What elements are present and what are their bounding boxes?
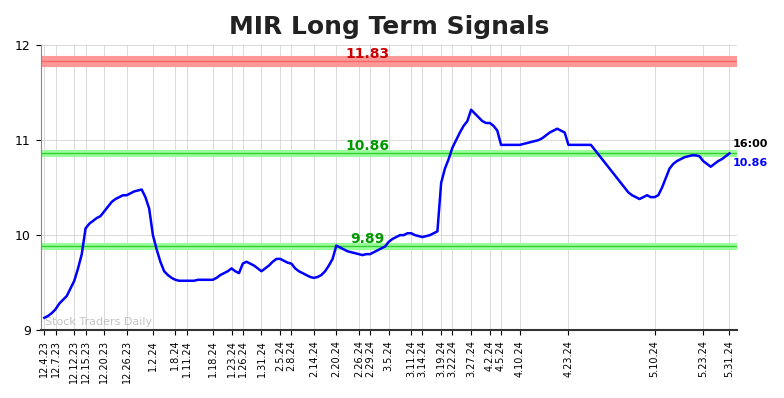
Text: Stock Traders Daily: Stock Traders Daily [45,317,152,328]
Text: 11.83: 11.83 [346,47,390,61]
Title: MIR Long Term Signals: MIR Long Term Signals [229,15,549,39]
Text: 10.86: 10.86 [733,158,768,168]
Text: 16:00: 16:00 [733,139,768,149]
Text: 10.86: 10.86 [346,139,390,153]
Text: 9.89: 9.89 [350,232,385,246]
